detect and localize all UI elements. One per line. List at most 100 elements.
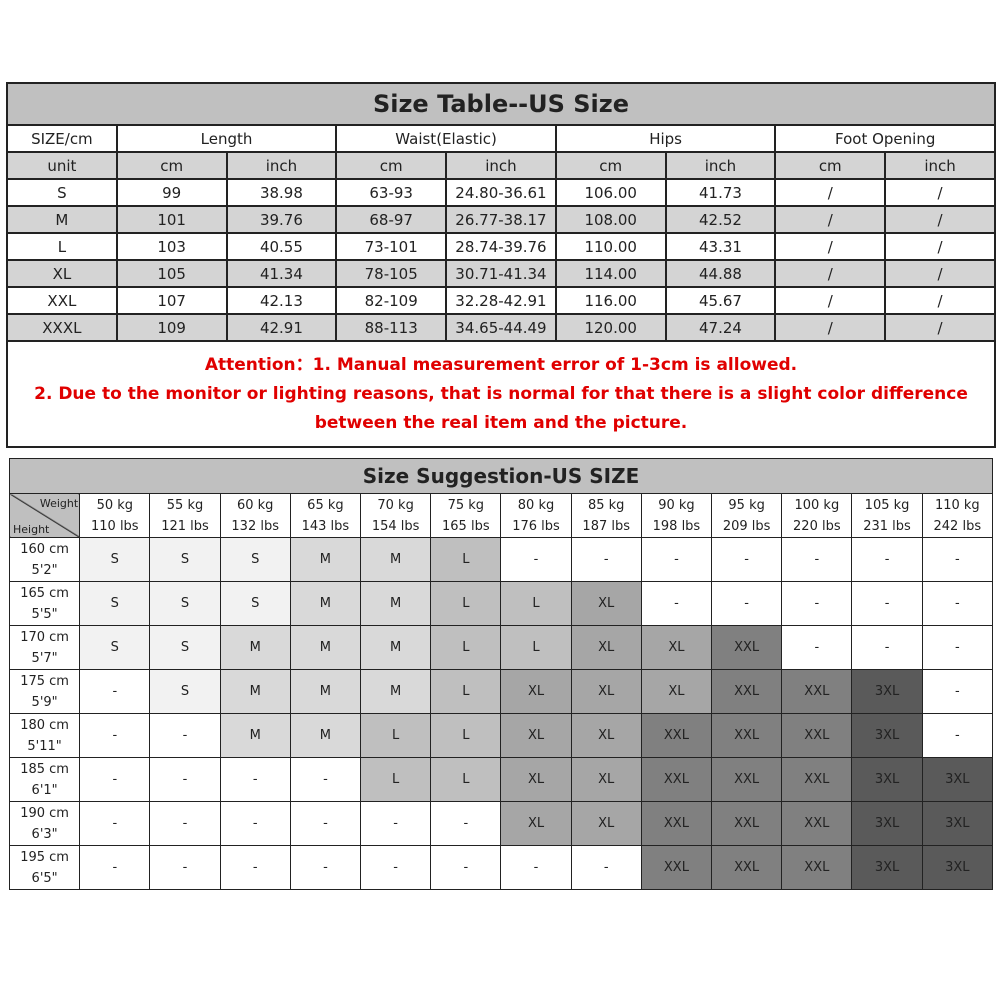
weight-value: 132 lbs (231, 518, 279, 534)
unit-header: unit (6, 151, 118, 180)
table-cell: / (884, 259, 996, 288)
height-value: 165 cm (20, 585, 69, 601)
table-cell: / (774, 178, 887, 207)
size-cell: S (219, 537, 291, 582)
unit-header: inch (445, 151, 557, 180)
table-cell: 82-109 (335, 286, 448, 315)
weight-header: 80 kg 176 lbs (500, 493, 572, 538)
size-cell: L (500, 581, 572, 626)
size-table: Size Table--US Size SIZE/cm Length Waist(E… (6, 82, 996, 448)
weight-value: 105 kg (864, 497, 910, 513)
size-cell: - (360, 801, 432, 846)
table-cell: 99 (115, 178, 228, 207)
size-cell: XL (570, 581, 642, 626)
size-cell: - (149, 713, 221, 758)
weight-value: 50 kg (96, 497, 134, 513)
height-header: 180 cm 5'11" (8, 713, 81, 758)
height-value: 5'5" (31, 606, 58, 622)
unit-header: cm (554, 151, 667, 180)
size-cell: XXL (781, 845, 853, 890)
table-cell: 78-105 (335, 259, 448, 288)
size-cell: XL (570, 713, 642, 758)
weight-header: 75 kg 165 lbs (430, 493, 502, 538)
size-cell: M (360, 669, 432, 714)
size-cell: XXL (640, 713, 713, 758)
table-cell: 41.34 (225, 259, 338, 288)
size-cell: XXL (711, 845, 783, 890)
table-row: 185 cm 6'1" - - - - L L XL XL XXL XXL XXL 3XL 3XL (8, 757, 994, 802)
height-header: 185 cm 6'1" (8, 757, 81, 802)
weight-value: 70 kg (377, 497, 414, 513)
size-cell: XXL (640, 845, 713, 890)
height-value: 5'11" (27, 738, 62, 754)
table-row: 165 cm 5'5" S S S M M L L XL - - - - - (8, 581, 994, 626)
weight-value: 95 kg (728, 497, 765, 513)
weight-header: 65 kg 143 lbs (289, 493, 362, 538)
size-cell: - (289, 757, 362, 802)
size-cell: XL (570, 625, 642, 670)
attention-line: between the real item and the picture. (314, 412, 688, 433)
size-cell: L (430, 669, 502, 714)
table-cell: 41.73 (664, 178, 777, 207)
size-cell: - (711, 537, 783, 582)
size-cell: 3XL (851, 713, 923, 758)
size-cell: L (430, 713, 502, 758)
height-value: 180 cm (20, 717, 69, 733)
table-row: L 103 40.55 73-101 28.74-39.76 110.00 43.31// (6, 232, 996, 261)
size-cell: XXL (640, 757, 713, 802)
size-cell: - (570, 845, 642, 890)
corner-header: Weight Height (8, 493, 81, 538)
size-cell: 3XL (921, 845, 994, 890)
weight-value: 209 lbs (722, 518, 771, 534)
size-suggestion-title: Size Suggestion-US SIZE (9, 458, 993, 494)
size-table-title: Size Table--US Size (6, 82, 996, 126)
table-row: 170 cm 5'7" S S M M M L L XL XL XXL - - - (8, 625, 994, 670)
table-row: 180 cm 5'11" - - M M L L XL XL XXL XXL XXL 3XL - (8, 713, 994, 758)
size-cell: 3XL (921, 801, 994, 846)
weight-header: 70 kg 154 lbs (360, 493, 432, 538)
table-cell: 107 (115, 286, 228, 315)
unit-header: inch (884, 151, 996, 180)
table-cell: / (884, 313, 996, 342)
size-cell: - (921, 669, 994, 714)
weight-value: 110 kg (934, 497, 980, 513)
size-cell: - (149, 801, 221, 846)
size-cell: M (289, 713, 362, 758)
table-row: S 99 38.98 63-93 24.80-36.61 106.00 41.73// (6, 178, 996, 207)
column-group-header: Foot Opening (774, 124, 996, 153)
attention-line: 2. Due to the monitor or lighting reason… (34, 383, 968, 404)
size-cell: S (149, 581, 221, 626)
size-cell: M (289, 625, 362, 670)
size-cell: M (219, 713, 291, 758)
weight-value: 198 lbs (652, 518, 701, 534)
size-cell: S (149, 669, 221, 714)
table-cell: XL (6, 259, 118, 288)
table-cell: 110.00 (554, 232, 667, 261)
table-cell: 47.24 (664, 313, 777, 342)
size-cell: - (79, 669, 151, 714)
table-cell: 38.98 (225, 178, 338, 207)
unit-header: cm (115, 151, 228, 180)
table-cell: 106.00 (554, 178, 667, 207)
size-cell: - (851, 537, 923, 582)
size-cell: - (289, 845, 362, 890)
size-cell: M (360, 625, 432, 670)
table-row: 195 cm 6'5" - - - - - - - - XXL XXL XXL 3XL 3XL (8, 845, 994, 890)
size-cell: XL (570, 801, 642, 846)
size-cell: M (360, 581, 432, 626)
height-value: 5'7" (31, 650, 58, 666)
size-cell: - (640, 581, 713, 626)
table-cell: M (6, 205, 118, 234)
table-cell: 108.00 (554, 205, 667, 234)
size-cell: XL (570, 669, 642, 714)
weight-value: 220 lbs (793, 518, 841, 534)
size-cell: XXL (781, 801, 853, 846)
size-cell: - (289, 801, 362, 846)
size-cell: - (570, 537, 642, 582)
height-value: 195 cm (20, 849, 69, 865)
size-cell: XL (500, 801, 572, 846)
size-cell: - (149, 845, 221, 890)
table-cell: 109 (115, 313, 228, 342)
table-row: XXXL 109 42.91 88-113 34.65-44.49 120.00 47.24… (6, 313, 996, 342)
weight-value: 242 lbs (933, 518, 982, 534)
